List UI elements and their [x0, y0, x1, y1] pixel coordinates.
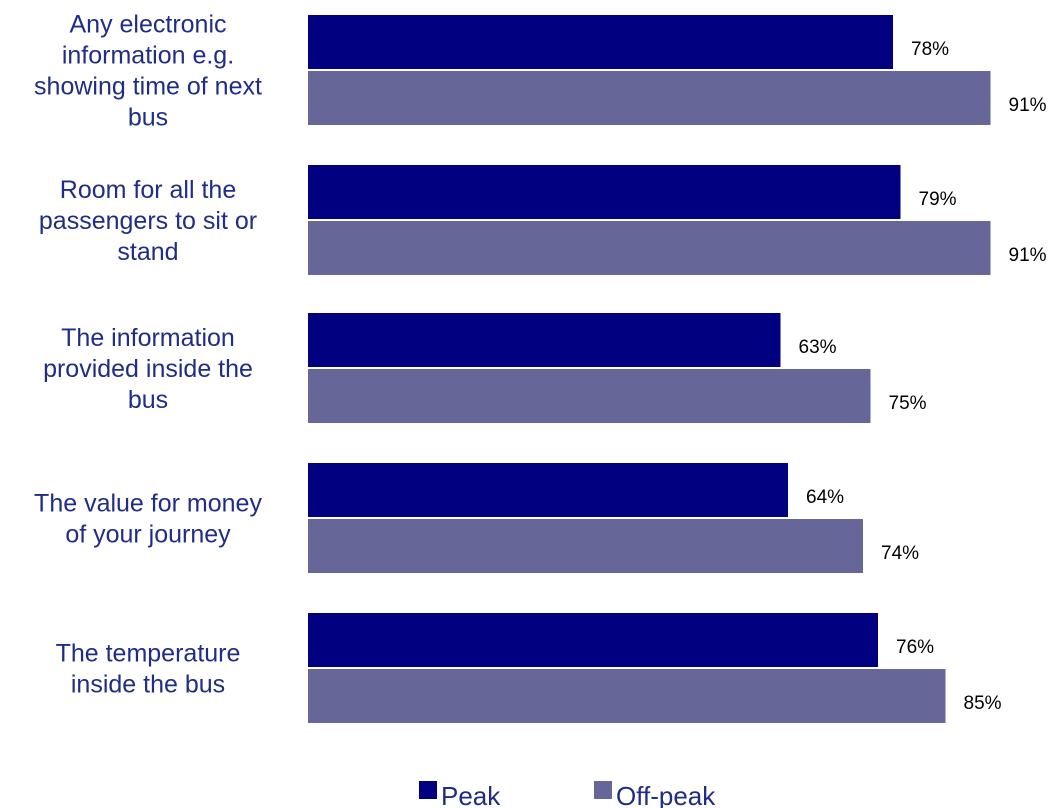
- category-label-line: Any electronic: [69, 11, 226, 39]
- bar-peak-3: [308, 463, 788, 517]
- value-label-peak-3: 64%: [806, 487, 844, 508]
- category-label-4: The temperature inside the bus: [56, 640, 241, 699]
- bar-off-peak-3: [308, 519, 863, 573]
- category-label-0: Any electronic information e.g. showing ti…: [34, 11, 262, 132]
- value-label-off-peak-2: 75%: [889, 393, 927, 414]
- category-label-line: The information: [61, 324, 235, 352]
- bar-off-peak-4: [308, 669, 946, 723]
- bar-peak-0: [308, 15, 893, 69]
- value-label-off-peak-4: 85%: [964, 693, 1002, 714]
- category-label-line: passengers to sit or: [39, 207, 257, 235]
- category-label-1: Room for all the passengers to sit or stan…: [39, 176, 257, 266]
- category-label-line: inside the bus: [71, 671, 225, 699]
- bar-peak-2: [308, 313, 781, 367]
- category-label-line: bus: [128, 386, 168, 414]
- bars-group: [308, 15, 991, 723]
- category-label-line: stand: [117, 238, 178, 266]
- category-labels: Any electronic information e.g. showing ti…: [34, 11, 262, 699]
- legend-label-off-peak: Off-peak: [616, 781, 716, 808]
- legend-label-peak: Peak: [441, 781, 501, 808]
- category-label-2: The information provided inside the bus: [43, 324, 253, 414]
- legend-swatch-peak: [419, 781, 437, 799]
- value-label-peak-4: 76%: [896, 637, 934, 658]
- category-label-line: showing time of next: [34, 73, 262, 101]
- bar-peak-1: [308, 165, 901, 219]
- category-label-line: Room for all the: [60, 176, 236, 204]
- bar-off-peak-2: [308, 369, 871, 423]
- category-label-line: bus: [128, 104, 168, 132]
- value-label-off-peak-0: 91%: [1009, 95, 1047, 116]
- value-label-peak-1: 79%: [919, 189, 957, 210]
- value-label-peak-0: 78%: [911, 39, 949, 60]
- bar-off-peak-0: [308, 71, 991, 125]
- value-labels: 78% 91% 79% 91% 63% 75% 64% 74% 76% 85%: [799, 39, 1047, 714]
- category-label-line: of your journey: [65, 521, 231, 549]
- legend: Peak Off-peak: [419, 781, 716, 808]
- bar-off-peak-1: [308, 221, 991, 275]
- category-label-line: The value for money: [34, 490, 262, 518]
- category-label-line: information e.g.: [62, 42, 234, 70]
- legend-swatch-off-peak: [594, 781, 612, 799]
- category-label-line: The temperature: [56, 640, 241, 668]
- bar-peak-4: [308, 613, 878, 667]
- category-label-3: The value for money of your journey: [34, 490, 262, 549]
- category-label-line: provided inside the: [43, 355, 253, 383]
- value-label-off-peak-1: 91%: [1009, 245, 1047, 266]
- value-label-peak-2: 63%: [799, 337, 837, 358]
- value-label-off-peak-3: 74%: [881, 543, 919, 564]
